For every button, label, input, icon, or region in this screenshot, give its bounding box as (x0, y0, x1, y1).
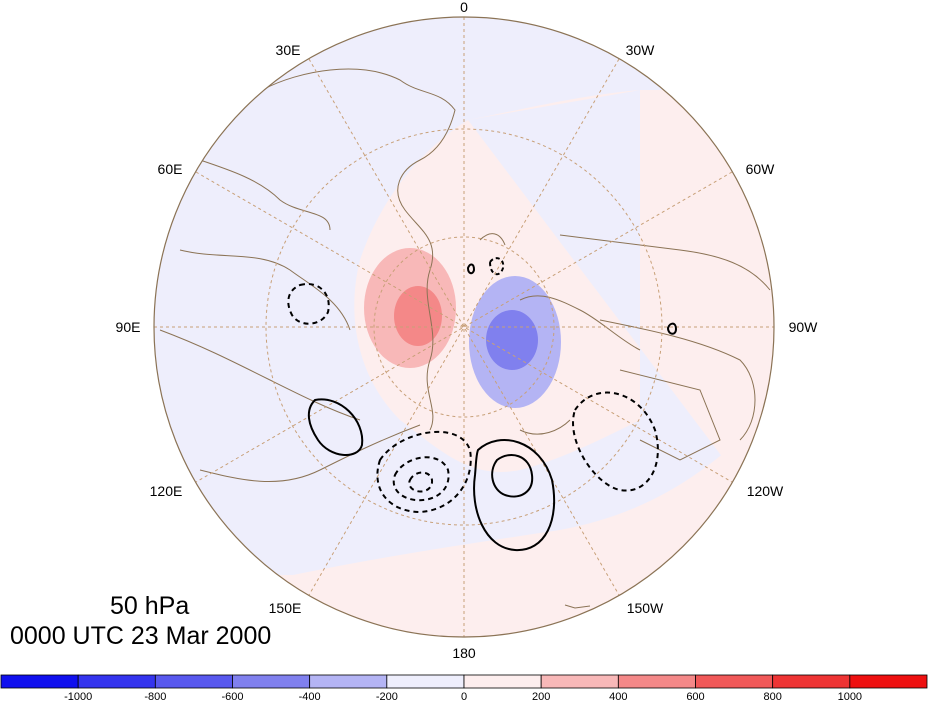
colorbar-box (617, 674, 696, 689)
colorbar-box (849, 674, 928, 689)
negative-contour (572, 391, 659, 492)
lon-label-0: 0 (460, 0, 468, 15)
colorbar-box (0, 674, 79, 689)
colorbar-tick-label: -400 (299, 691, 321, 702)
colorbar-tick-label: -1000 (64, 691, 92, 702)
coastlines (159, 68, 771, 609)
colorbar-box (386, 674, 465, 689)
colorbar-tick-labels: -1000 -800 -600 -400 -200 0 200 400 600 800 1000 (64, 691, 862, 702)
polar-stereographic-map: 0 30W 60W 90W 120W 150W 180 150E 120E 90… (116, 0, 819, 661)
positive-contour (666, 322, 678, 335)
valid-time-label: 0000 UTC 23 Mar 2000 (10, 622, 272, 650)
lon-label-90e: 90E (116, 319, 141, 335)
lon-label-180: 180 (452, 645, 476, 661)
lon-label-120e: 120E (150, 483, 183, 499)
colorbar-tick-label: -600 (221, 691, 243, 702)
colorbar-tick-label: 400 (609, 691, 627, 702)
colorbar: -1000 -800 -600 -400 -200 0 200 400 600 800 1000 (0, 674, 928, 702)
colorbar-tick-label: 1000 (838, 691, 862, 702)
colorbar-tick-label: 200 (532, 691, 550, 702)
negative-contour (408, 471, 434, 493)
colorbar-boxes (0, 674, 928, 689)
lon-label-120w: 120W (747, 483, 784, 499)
colorbar-box (232, 674, 311, 689)
lon-label-150w: 150W (627, 600, 664, 616)
colorbar-box (154, 674, 233, 689)
positive-contour (466, 263, 476, 275)
positive-contour (307, 398, 364, 457)
colorbar-tick-label: 0 (461, 691, 467, 702)
longitude-labels: 0 30W 60W 90W 120W 150W 180 150E 120E 90… (116, 0, 819, 661)
colorbar-box (309, 674, 388, 689)
pressure-level-label: 50 hPa (110, 592, 190, 620)
lon-label-150e: 150E (269, 600, 302, 616)
lon-label-30w: 30W (626, 42, 656, 58)
lon-label-30e: 30E (276, 42, 301, 58)
colorbar-tick-label: 600 (686, 691, 704, 702)
positive-anomaly-400 (394, 286, 442, 346)
contour-lines (287, 257, 678, 552)
lon-label-60w: 60W (746, 161, 776, 177)
colorbar-box (463, 674, 542, 689)
positive-contour (473, 439, 556, 552)
negative-contour (287, 283, 330, 325)
negative-anomaly-400 (486, 310, 538, 370)
lon-label-60e: 60E (158, 161, 183, 177)
negative-contour (488, 257, 505, 276)
colorbar-box (772, 674, 851, 689)
colorbar-box (540, 674, 619, 689)
colorbar-tick-label: -800 (144, 691, 166, 702)
colorbar-tick-label: 800 (763, 691, 781, 702)
colorbar-tick-label: -200 (376, 691, 398, 702)
filled-contours (154, 17, 774, 637)
colorbar-box (695, 674, 774, 689)
positive-contour (491, 454, 534, 498)
negative-contour (392, 456, 450, 502)
lon-label-90w: 90W (789, 319, 819, 335)
map-border (153, 16, 775, 638)
graticule (154, 17, 774, 637)
colorbar-box (77, 674, 156, 689)
